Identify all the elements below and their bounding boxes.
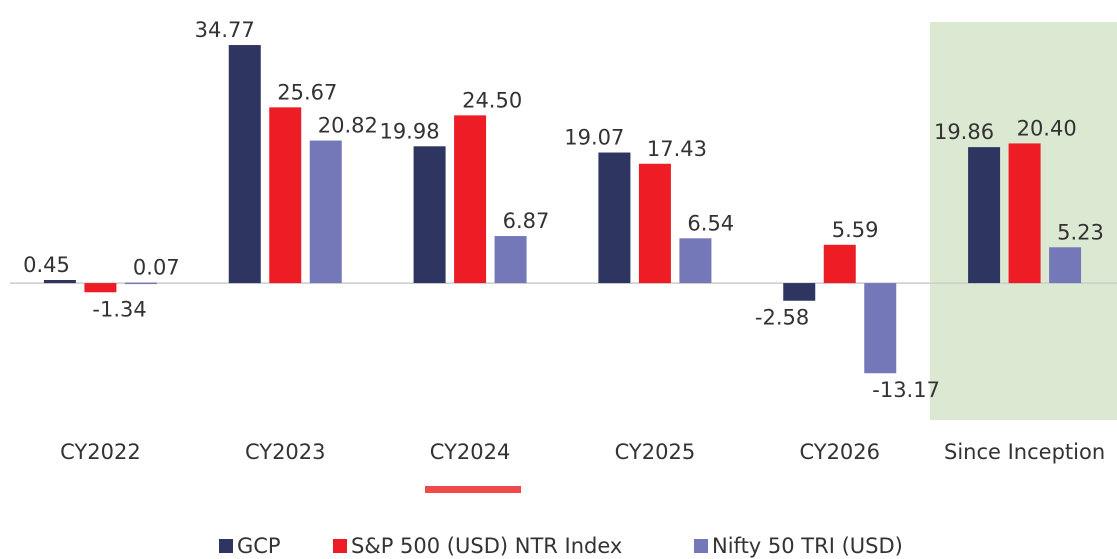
x-tick-label: CY2026 bbox=[799, 440, 880, 464]
data-label: -13.17 bbox=[872, 378, 940, 402]
data-label: 24.50 bbox=[462, 88, 522, 112]
bar bbox=[968, 147, 1001, 284]
data-label: -1.34 bbox=[92, 297, 146, 321]
data-label: 20.40 bbox=[1017, 116, 1077, 140]
bar bbox=[679, 238, 712, 284]
data-label: -2.58 bbox=[755, 306, 809, 330]
legend-swatch bbox=[219, 539, 233, 553]
data-label: 19.07 bbox=[564, 126, 624, 150]
data-label: 5.23 bbox=[1057, 220, 1104, 244]
bar bbox=[783, 283, 816, 301]
data-label: 0.45 bbox=[23, 253, 70, 277]
data-label: 0.07 bbox=[133, 256, 180, 280]
data-label: 25.67 bbox=[277, 80, 337, 104]
data-label: 20.82 bbox=[318, 114, 378, 138]
legend: GCP S&P 500 (USD) NTR Index Nifty 50 TRI (… bbox=[219, 534, 903, 558]
bar bbox=[638, 163, 671, 284]
x-tick-label: CY2025 bbox=[615, 440, 696, 464]
bar bbox=[84, 283, 117, 293]
selection-underline bbox=[425, 486, 521, 493]
data-label: 6.54 bbox=[687, 211, 734, 235]
bar bbox=[454, 115, 487, 284]
data-label: 19.86 bbox=[934, 120, 994, 144]
legend-label: Nifty 50 TRI (USD) bbox=[712, 534, 903, 558]
bar bbox=[43, 280, 76, 284]
data-label: 19.98 bbox=[379, 119, 439, 143]
bar bbox=[823, 244, 856, 284]
data-label: 6.87 bbox=[503, 209, 550, 233]
x-tick-label: CY2022 bbox=[60, 440, 141, 464]
legend-label: S&P 500 (USD) NTR Index bbox=[351, 534, 622, 558]
data-label: 5.59 bbox=[832, 218, 879, 242]
bar bbox=[1008, 143, 1041, 284]
bar bbox=[1049, 247, 1082, 284]
bar bbox=[269, 107, 302, 284]
bar bbox=[413, 146, 446, 284]
x-tick-label: CY2024 bbox=[430, 440, 511, 464]
legend-swatch bbox=[333, 539, 347, 553]
bar bbox=[124, 282, 157, 285]
data-label: 17.43 bbox=[647, 137, 707, 161]
bar bbox=[598, 152, 631, 284]
data-label: 34.77 bbox=[195, 18, 255, 42]
bar bbox=[494, 236, 527, 284]
bar bbox=[228, 45, 261, 284]
bar bbox=[309, 140, 342, 284]
x-tick-label: Since Inception bbox=[944, 440, 1105, 464]
bar bbox=[864, 283, 897, 374]
legend-label: GCP bbox=[237, 534, 281, 558]
legend-swatch bbox=[694, 539, 708, 553]
x-tick-label: CY2023 bbox=[245, 440, 326, 464]
